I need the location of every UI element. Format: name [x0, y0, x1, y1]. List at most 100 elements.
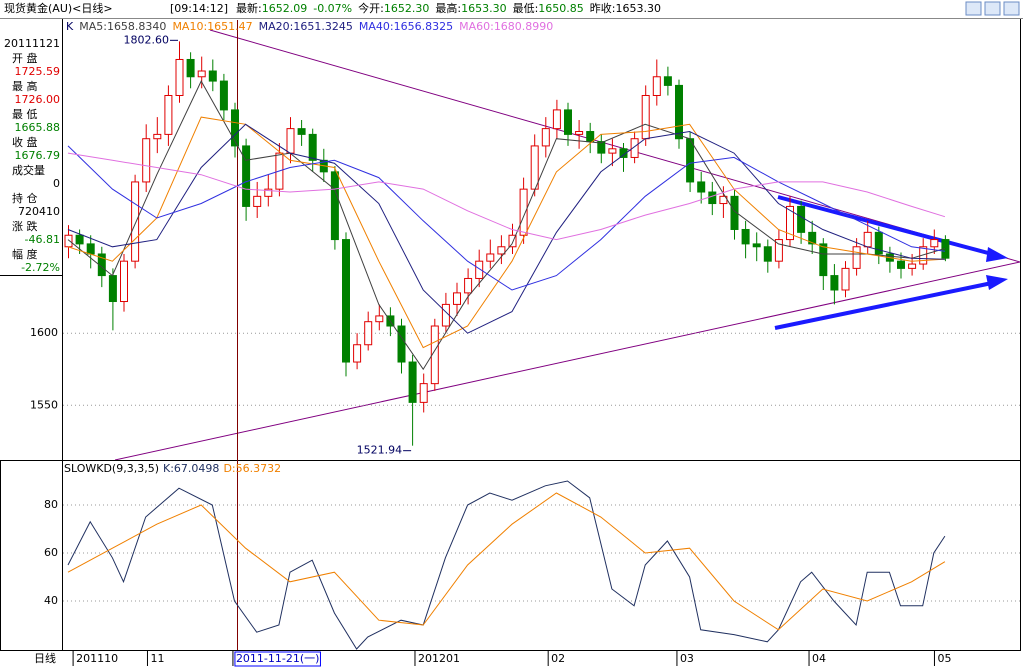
candle-body: [175, 58, 184, 96]
candle-body: [774, 239, 783, 262]
legend-entry: MA10:1651.47: [172, 20, 252, 33]
x-tick-label: 03: [680, 652, 694, 665]
info-value: 1676.79: [15, 149, 61, 162]
cursor-date-box: [234, 651, 321, 667]
candle-body: [364, 321, 373, 346]
x-tick-label: 11: [150, 652, 164, 665]
candle-body: [186, 58, 195, 78]
candle-body: [419, 383, 428, 403]
x-tick-label: 201110: [76, 652, 118, 665]
arrow-head: [986, 247, 1008, 262]
candle-body: [75, 234, 84, 245]
candle-body: [242, 145, 251, 207]
candle-body: [108, 275, 117, 303]
candle-body: [663, 76, 672, 86]
indicator-line: [67, 123, 945, 334]
upper-trendline: [209, 29, 1020, 263]
candle-body: [253, 195, 262, 207]
candle-body: [464, 277, 473, 294]
header-label: 今开:: [358, 1, 384, 15]
candle-body: [752, 243, 761, 248]
info-value: 1726.00: [15, 93, 61, 106]
candle-body: [697, 181, 706, 193]
button-forward[interactable]: [984, 1, 1001, 16]
legend-prefix: K: [66, 20, 74, 33]
candle-body: [508, 234, 517, 248]
candle-body: [164, 94, 173, 135]
info-label: 持 仓: [12, 191, 38, 205]
candle-body: [453, 292, 461, 305]
candle-body: [286, 128, 295, 154]
candle-body: [475, 260, 484, 279]
header-time: [09:14:12]: [170, 2, 228, 15]
candle-body: [908, 263, 917, 269]
window-buttons: [965, 1, 1020, 16]
candle-body: [730, 195, 739, 230]
candle-body: [830, 275, 839, 291]
legend-entry: MA20:1651.3245: [259, 20, 353, 33]
info-label: 最 高: [12, 79, 38, 93]
candle-body: [208, 70, 217, 82]
info-value: 0: [53, 177, 60, 190]
y-tick-label: 1550: [30, 398, 58, 411]
indicator-line: [67, 480, 946, 650]
candle-body: [797, 205, 806, 233]
arrow-upper: [777, 195, 993, 256]
trendlines: [114, 29, 1020, 460]
candle-body: [530, 145, 539, 190]
candle-body: [597, 141, 606, 154]
candle-body: [541, 128, 550, 147]
candle-body: [297, 128, 306, 135]
y-tick-label: 40: [44, 594, 58, 607]
info-value: -46.81: [25, 233, 60, 246]
indicator-line: [67, 116, 945, 349]
candle-body: [741, 228, 750, 245]
header-value: -0.07%: [313, 2, 352, 15]
candle-body: [486, 253, 495, 262]
indicator-line: [67, 80, 946, 371]
candle-body: [586, 131, 595, 143]
candle-body: [64, 234, 73, 248]
button-restore[interactable]: [1003, 1, 1020, 16]
x-tick-label: 05: [937, 652, 951, 665]
candle-body: [142, 138, 151, 183]
header-value: 1652.30: [384, 2, 430, 15]
indicator-line: [67, 492, 946, 631]
candle-body: [652, 76, 661, 96]
y-tick-label: 1600: [30, 326, 58, 339]
candle-body: [231, 109, 239, 147]
x-tick-label: 2011-11-21(一): [236, 652, 320, 665]
arrow-lower: [774, 281, 993, 330]
arrow-head: [986, 275, 1008, 290]
candle-body: [397, 325, 406, 363]
info-label: 涨 跌: [12, 219, 38, 233]
candle-body: [930, 239, 939, 248]
legend-entry: MA40:1656.8325: [359, 20, 453, 33]
info-date: 20111121: [4, 37, 60, 50]
low-label: 1521.94: [357, 444, 403, 457]
candle-body: [608, 148, 617, 154]
header-label: 昨收:: [590, 1, 616, 15]
button-back[interactable]: [965, 1, 982, 16]
info-value: 1665.88: [15, 121, 61, 134]
x-axis-label: 日线: [34, 651, 56, 665]
header-value: 1652.09: [262, 2, 308, 15]
candle-body: [630, 138, 639, 158]
header-value: 1650.85: [538, 2, 584, 15]
candle-body: [330, 171, 339, 241]
x-tick-label: 201201: [418, 652, 460, 665]
info-value: -2.72%: [21, 261, 60, 274]
candle-body: [408, 361, 417, 403]
info-label: 开 盘: [12, 51, 38, 65]
candle-body: [641, 94, 650, 140]
candle-body: [120, 260, 128, 303]
high-label: 1802.60: [124, 33, 170, 46]
candle-body: [564, 109, 572, 135]
candle-body: [264, 188, 273, 197]
lower-trendline: [114, 261, 1020, 460]
y-tick-label: 60: [44, 546, 58, 559]
candle-body: [763, 246, 772, 262]
candle-body: [86, 243, 95, 255]
